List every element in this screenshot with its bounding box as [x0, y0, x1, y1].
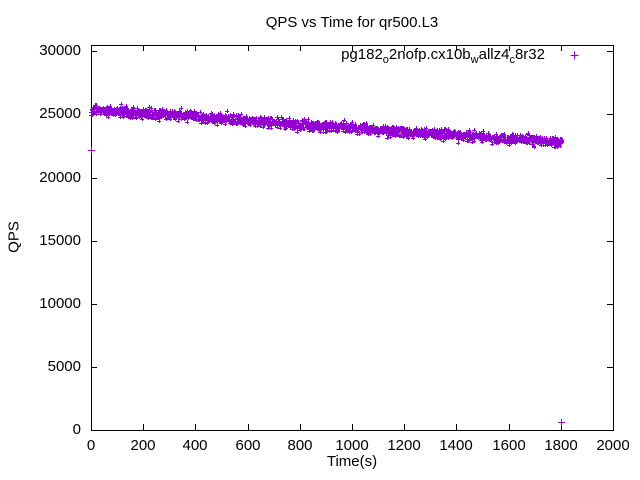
y-tick-label: 30000	[39, 42, 81, 59]
x-tick-label: 1200	[387, 437, 421, 454]
y-tick-label: 5000	[47, 358, 81, 375]
x-tick-label: 200	[130, 437, 156, 454]
x-axis-label: Time(s)	[326, 453, 378, 470]
x-tick-label: 2000	[596, 437, 630, 454]
x-tick-label: 1000	[335, 437, 369, 454]
x-tick-label: 0	[86, 437, 96, 454]
x-tick-label: 600	[235, 437, 261, 454]
x-tick-label: 400	[182, 437, 208, 454]
outlier-points	[88, 147, 565, 426]
series-points	[89, 102, 564, 149]
y-tick-label: 10000	[39, 295, 81, 312]
y-tick-label: 20000	[39, 169, 81, 186]
x-tick-label: 800	[287, 437, 313, 454]
legend-marker-icon	[570, 51, 579, 60]
y-tick-label: 0	[72, 421, 81, 438]
y-tick-label: 15000	[39, 232, 81, 249]
axes-and-ticks	[91, 45, 614, 431]
x-tick-label: 1800	[544, 437, 578, 454]
chart-title: QPS vs Time for qr500.L3	[265, 14, 439, 31]
x-tick-label: 1600	[492, 437, 526, 454]
x-tick-label: 1400	[439, 437, 473, 454]
legend-series-label: pg182o2nofp.cx10bwallz4c8r32	[341, 46, 545, 66]
y-tick-label: 25000	[39, 105, 81, 122]
